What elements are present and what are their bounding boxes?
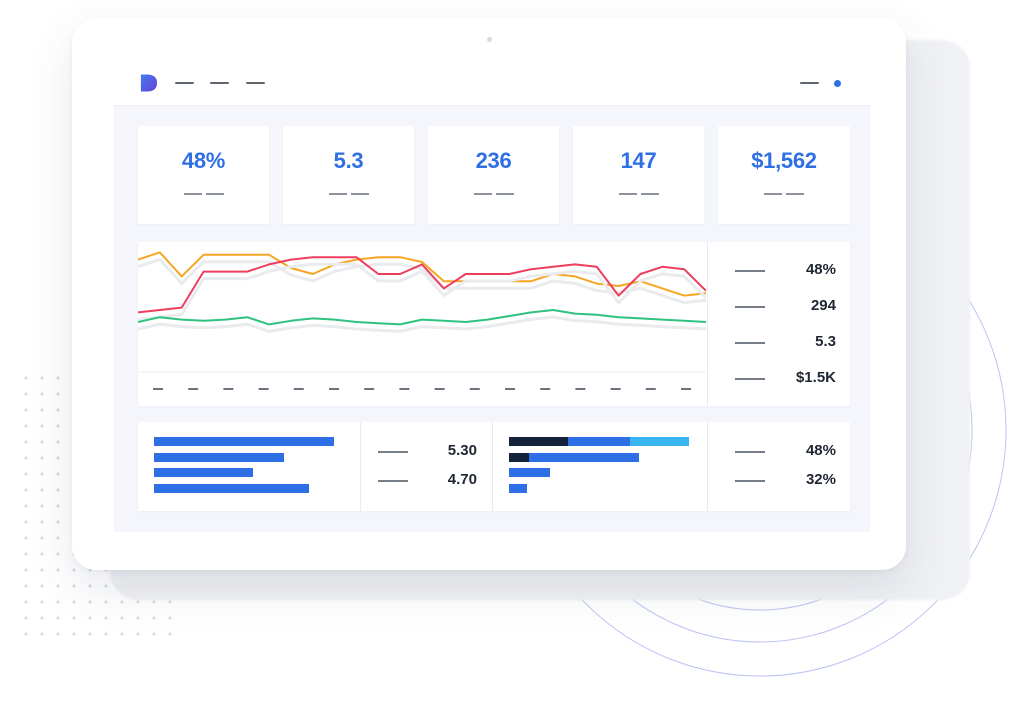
series-2-shadow xyxy=(138,262,706,321)
kpi-value: 236 xyxy=(475,148,512,173)
top-bar xyxy=(114,60,870,106)
stat-label-placeholder xyxy=(735,451,765,453)
card-divider xyxy=(707,422,708,511)
stacked-bar-3-segment-2[interactable] xyxy=(509,468,551,477)
camera-dot xyxy=(487,37,492,42)
kpi-card-5[interactable]: $1,562 xyxy=(718,126,850,224)
stacked-bar-1-segment-1[interactable] xyxy=(509,437,569,446)
stat-label-placeholder xyxy=(378,451,408,453)
kpi-card-4[interactable]: 147 xyxy=(573,126,704,224)
account-menu[interactable] xyxy=(800,82,819,84)
kpi-value: 48% xyxy=(181,148,226,173)
legend-value: 294 xyxy=(810,297,836,314)
bar-4[interactable] xyxy=(154,483,309,493)
legend-value: 48% xyxy=(805,261,836,278)
card-divider xyxy=(360,422,361,511)
bar-stat-row-4: 32% xyxy=(708,471,850,491)
stat-label-placeholder xyxy=(735,480,765,482)
kpi-label-placeholder xyxy=(764,193,804,195)
stat-value: 32% xyxy=(805,471,836,488)
stacked-bar-2-segment-1[interactable] xyxy=(509,452,529,462)
series-3-line xyxy=(138,309,706,326)
bar-3[interactable] xyxy=(154,468,253,477)
kpi-card-2[interactable]: 5.3 xyxy=(283,126,414,224)
legend-row-1: 48% xyxy=(708,261,850,281)
kpi-label-placeholder xyxy=(183,193,224,195)
kpi-label-placeholder xyxy=(473,193,514,195)
stacked-bar-1-segment-3[interactable] xyxy=(629,437,689,446)
stacked-bar-chart[interactable] xyxy=(493,422,707,511)
legend-row-2: 294 xyxy=(708,297,850,317)
legend-label-placeholder xyxy=(735,306,765,308)
legend-row-3: 5.3 xyxy=(708,333,850,353)
stacked-bar-1-segment-2[interactable] xyxy=(568,437,630,446)
series-2-line xyxy=(138,256,706,314)
legend-label-placeholder xyxy=(735,342,765,344)
legend-label-placeholder xyxy=(735,378,765,380)
bar-stat-row-3: 48% xyxy=(708,442,850,462)
trend-line-chart[interactable] xyxy=(138,242,706,406)
legend-value: $1.5K xyxy=(795,369,836,386)
bars-card: 5.30 4.70 48% 32% xyxy=(138,422,850,511)
card-divider xyxy=(492,422,493,511)
kpi-label-placeholder xyxy=(618,193,659,195)
nav-item-2[interactable] xyxy=(210,82,229,84)
stacked-bar-4-segment-2[interactable] xyxy=(509,483,527,493)
kpi-value: 147 xyxy=(620,148,657,173)
kpi-value: 5.3 xyxy=(333,148,364,173)
legend-row-4: $1.5K xyxy=(708,369,850,389)
card-divider xyxy=(707,242,708,406)
kpi-card-1[interactable]: 48% xyxy=(138,126,269,224)
kpi-value: $1,562 xyxy=(751,148,817,173)
horizontal-bar-chart[interactable] xyxy=(138,422,360,511)
dashboard-screen: 48% 5.3 236 147 $1,562 48% 294 5.3 xyxy=(114,60,870,532)
nav-item-1[interactable] xyxy=(175,82,194,84)
status-indicator xyxy=(834,80,841,87)
kpi-label-placeholder xyxy=(328,193,369,195)
nav-item-3[interactable] xyxy=(246,82,265,84)
bar-1[interactable] xyxy=(154,437,334,446)
stat-value: 4.70 xyxy=(447,471,477,488)
legend-value: 5.3 xyxy=(815,333,836,350)
stat-value: 48% xyxy=(805,442,836,459)
stacked-bar-2-segment-2[interactable] xyxy=(528,452,639,462)
bar-2[interactable] xyxy=(154,452,284,462)
series-1-line xyxy=(138,251,706,297)
legend-label-placeholder xyxy=(735,270,765,272)
kpi-card-3[interactable]: 236 xyxy=(428,126,559,224)
bar-stat-row-1: 5.30 xyxy=(361,442,491,462)
stat-value: 5.30 xyxy=(447,442,477,459)
trend-card: 48% 294 5.3 $1.5K xyxy=(138,242,850,406)
bar-stat-row-2: 4.70 xyxy=(361,471,491,491)
stat-label-placeholder xyxy=(378,480,408,482)
series-3-shadow xyxy=(138,315,706,333)
brand-logo-icon[interactable] xyxy=(139,73,158,93)
